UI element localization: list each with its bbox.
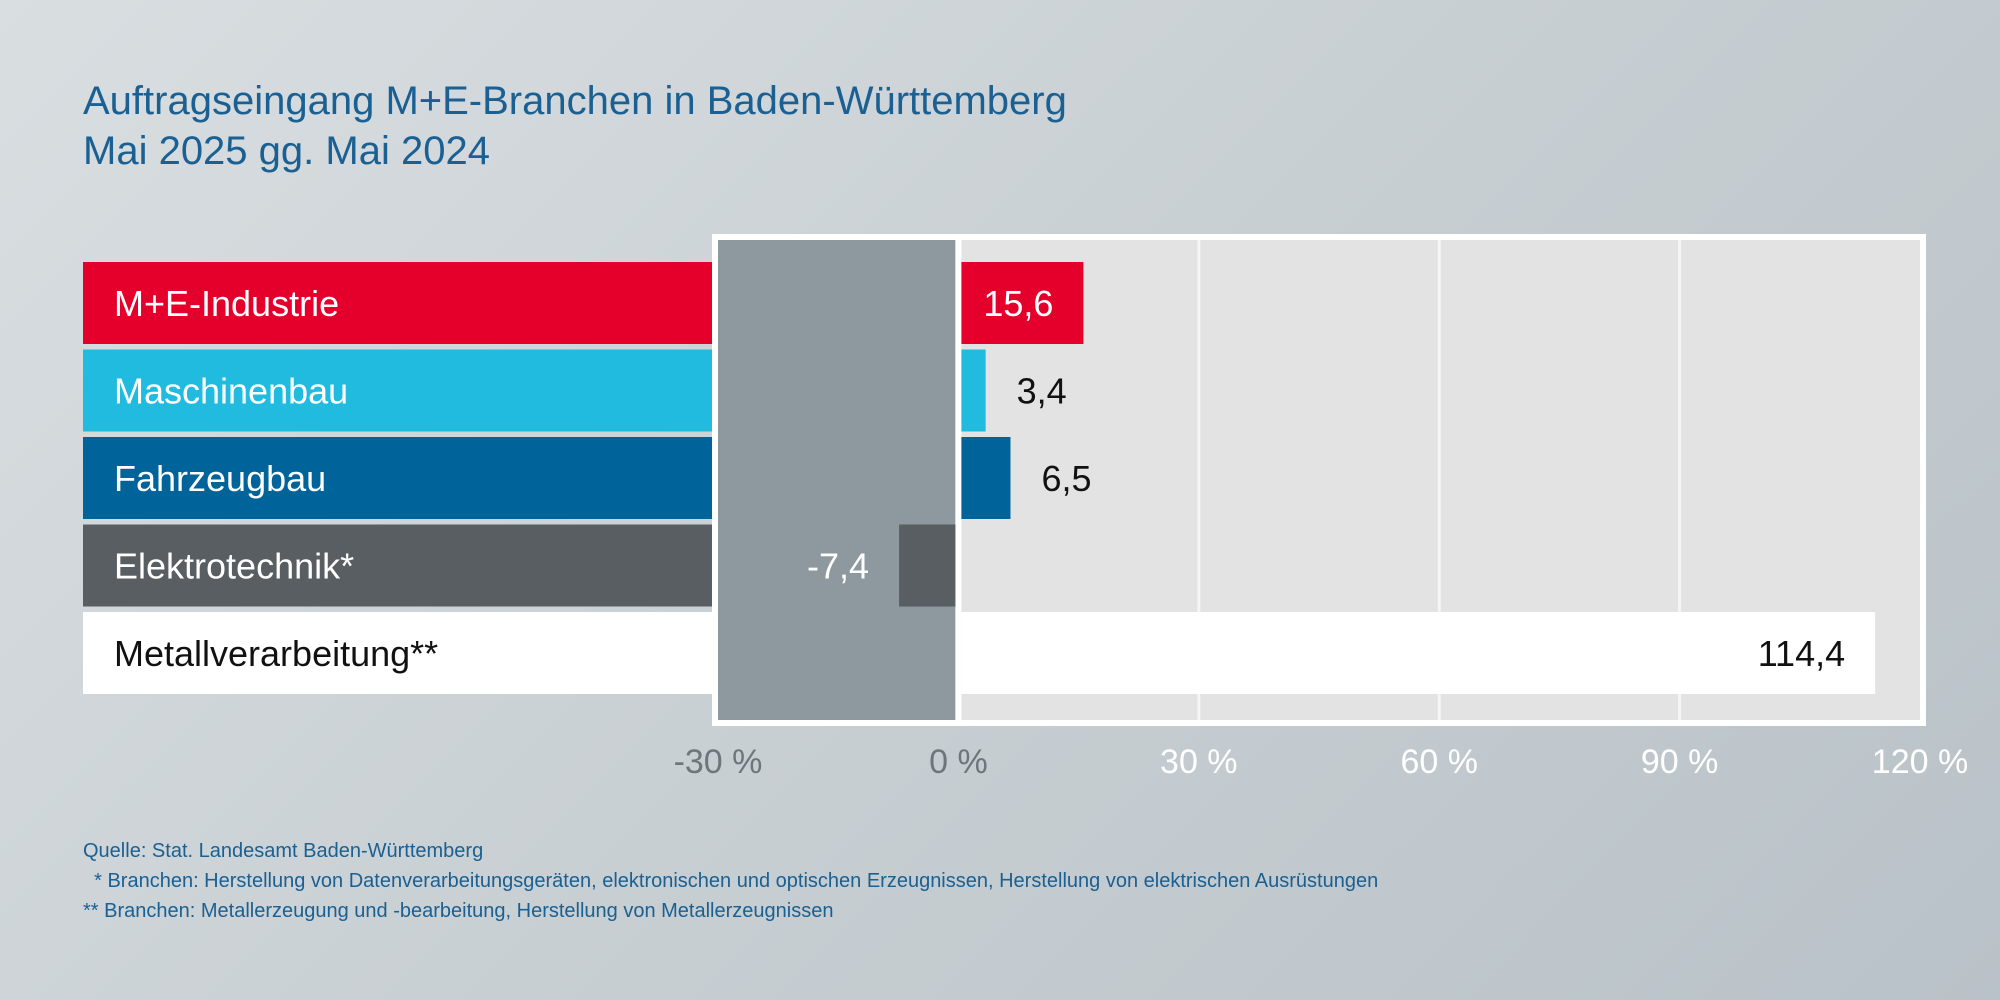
value-label: -7,4 [807,546,869,587]
bar [961,349,986,432]
x-tick-label: 0 % [929,743,988,781]
category-label: Maschinenbau [114,371,348,412]
x-tick-label: 60 % [1400,743,1478,781]
category-label-bg [83,612,712,694]
category-label-bg [83,262,712,344]
category-label-bg [83,437,712,519]
x-tick-label: 90 % [1641,743,1719,781]
category-label: Fahrzeugbau [114,458,326,499]
footnotes: Quelle: Stat. Landesamt Baden-Württember… [83,836,1378,926]
value-label: 3,4 [1017,371,1067,412]
bar [961,262,1084,344]
title-line-1: Auftragseingang M+E-Branchen in Baden-Wü… [83,79,1067,123]
x-tick-label: 120 % [1872,743,1968,781]
category-label: Metallverarbeitung** [114,633,438,674]
category-label-bg [83,524,712,607]
footnote-double-asterisk: ** Branchen: Metallerzeugung und -bearbe… [83,900,834,922]
x-tick-label: 30 % [1160,743,1238,781]
chart-title: Auftragseingang M+E-Branchen in Baden-Wü… [83,76,1067,176]
title-line-2: Mai 2025 gg. Mai 2024 [83,129,490,173]
value-label: 6,5 [1041,458,1091,499]
negative-band [718,240,956,720]
category-label: M+E-Industrie [114,283,339,324]
category-label: Elektrotechnik* [114,546,354,587]
source-note: Quelle: Stat. Landesamt Baden-Württember… [83,840,484,862]
bar [961,437,1011,519]
bar [899,524,956,607]
value-label: 114,4 [1758,633,1845,674]
bar [961,612,1876,694]
footnote-single-asterisk: * Branchen: Herstellung von Datenverarbe… [83,870,1379,892]
category-label-bg [83,349,712,432]
x-tick-label: -30 % [674,743,763,781]
value-label: 15,6 [983,283,1053,324]
